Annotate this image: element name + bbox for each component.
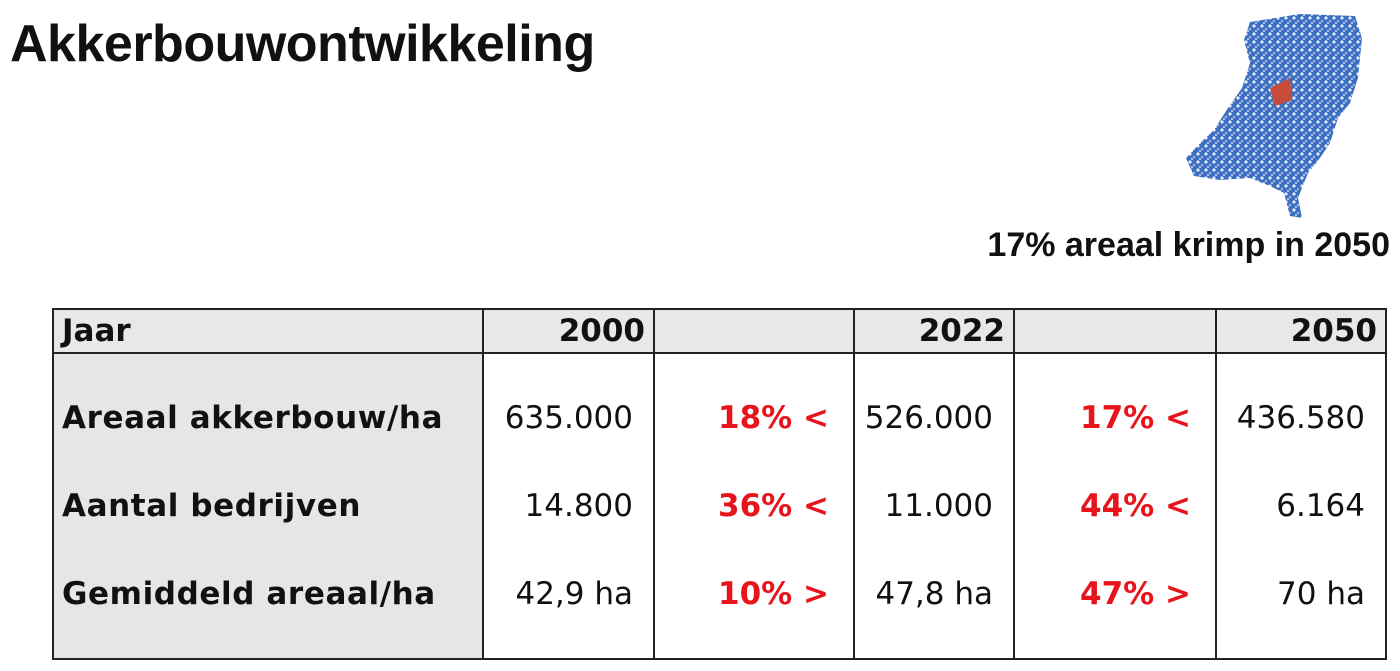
cell: 635.000 xyxy=(482,374,655,462)
spacer-row xyxy=(52,353,1387,374)
table-row: Areaal akkerbouw/ha 635.000 18% < 526.00… xyxy=(52,374,1387,462)
table-row: Aantal bedrijven 14.800 36% < 11.000 44%… xyxy=(52,462,1387,550)
subtitle: 17% areaal krimp in 2050 xyxy=(987,226,1390,264)
title: Akkerbouwontwikkeling xyxy=(10,15,595,73)
change-cell: 47% > xyxy=(1013,550,1217,638)
header-label: Jaar xyxy=(52,308,484,354)
cell: 526.000 xyxy=(853,374,1015,462)
cell: 436.580 xyxy=(1215,374,1387,462)
change-cell: 17% < xyxy=(1013,374,1217,462)
header-row: Jaar 2000 2022 2050 xyxy=(52,308,1387,354)
header-cell xyxy=(1013,308,1217,354)
header-year: 2022 xyxy=(853,308,1015,354)
data-table: Jaar 2000 2022 2050 Areaal akkerbouw/ha … xyxy=(52,308,1387,660)
header-cell xyxy=(653,308,855,354)
table-row: Gemiddeld areaal/ha 42,9 ha 10% > 47,8 h… xyxy=(52,550,1387,638)
change-cell: 18% < xyxy=(653,374,855,462)
header-year: 2000 xyxy=(482,308,655,354)
row-label: Areaal akkerbouw/ha xyxy=(52,374,484,462)
map-highlight xyxy=(1270,78,1292,106)
change-cell: 36% < xyxy=(653,462,855,550)
cell: 42,9 ha xyxy=(482,550,655,638)
map-shape xyxy=(1186,14,1362,218)
cell: 14.800 xyxy=(482,462,655,550)
spacer-row xyxy=(52,638,1387,660)
map-image xyxy=(1186,14,1362,218)
row-label: Gemiddeld areaal/ha xyxy=(52,550,484,638)
cell: 47,8 ha xyxy=(853,550,1015,638)
header-year: 2050 xyxy=(1215,308,1387,354)
change-cell: 10% > xyxy=(653,550,855,638)
cell: 11.000 xyxy=(853,462,1015,550)
change-cell: 44% < xyxy=(1013,462,1217,550)
cell: 70 ha xyxy=(1215,550,1387,638)
cell: 6.164 xyxy=(1215,462,1387,550)
row-label: Aantal bedrijven xyxy=(52,462,484,550)
